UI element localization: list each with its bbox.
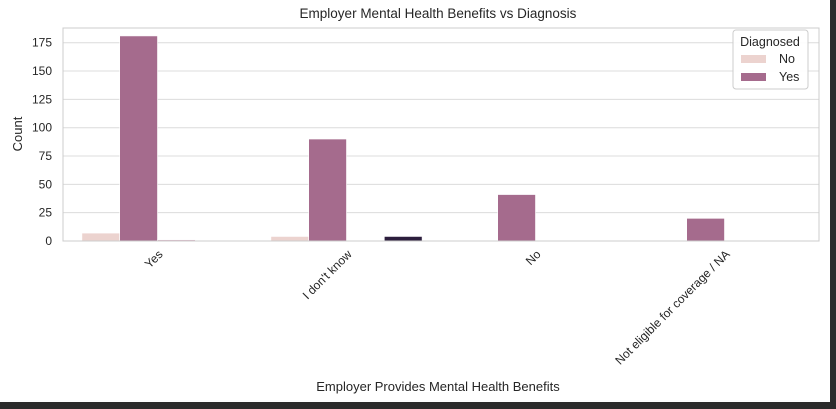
legend-swatch-no xyxy=(741,55,766,63)
y-tick-label: 75 xyxy=(39,149,53,163)
legend: Diagnosed No Yes xyxy=(732,29,809,90)
bar xyxy=(383,236,423,242)
x-tick-label: I don't know xyxy=(300,247,355,302)
legend-label-yes: Yes xyxy=(779,70,799,84)
y-axis-title: Count xyxy=(10,116,25,151)
plot-frame xyxy=(62,27,820,242)
bar xyxy=(270,236,309,242)
bar xyxy=(686,218,725,242)
legend-label-no: No xyxy=(779,52,795,66)
y-tick-label: 25 xyxy=(39,206,53,220)
x-axis-title: Employer Provides Mental Health Benefits xyxy=(316,379,560,394)
y-tick-label: 175 xyxy=(32,36,52,50)
x-tick-label: Yes xyxy=(142,247,166,271)
y-tick-label: 150 xyxy=(32,64,52,78)
bar-chart: 0 25 50 75 100 125 150 175 Yes I don't know No Not … xyxy=(10,6,820,394)
chart-title: Employer Mental Health Benefits vs Diagn… xyxy=(300,6,577,21)
bar xyxy=(81,232,121,242)
y-tick-label: 100 xyxy=(32,121,52,135)
bar xyxy=(119,35,158,242)
chart-figure: 0 25 50 75 100 125 150 175 Yes I don't know No Not … xyxy=(0,0,830,402)
legend-title: Diagnosed xyxy=(740,35,800,49)
y-tick-label: 0 xyxy=(45,234,52,248)
y-tick-label: 125 xyxy=(32,92,52,106)
x-tick-label: No xyxy=(523,247,544,268)
plot-background xyxy=(63,28,819,241)
bar xyxy=(308,138,347,242)
y-tick-label: 50 xyxy=(39,177,53,191)
bar xyxy=(497,194,536,242)
x-tick-label: Not eligible for coverage / NA xyxy=(612,247,732,367)
legend-swatch-yes xyxy=(741,73,766,81)
